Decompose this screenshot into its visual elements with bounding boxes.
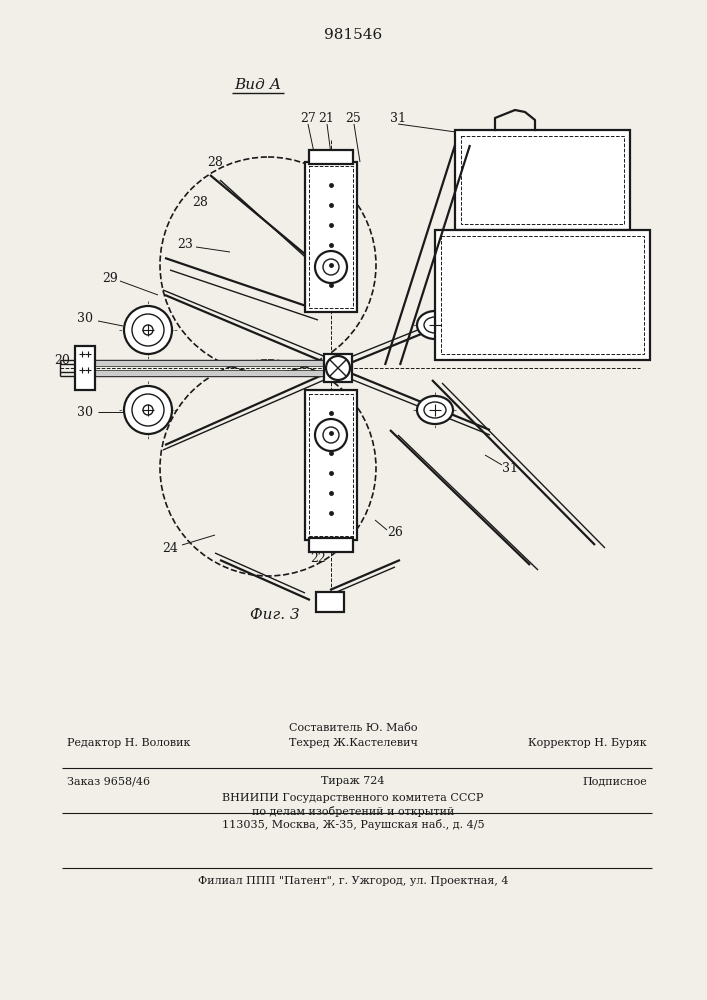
Ellipse shape (417, 311, 453, 339)
Bar (324, 354, 352, 382)
Bar (309, 150, 353, 164)
Text: Вид А: Вид А (235, 78, 281, 92)
Text: 31: 31 (390, 111, 406, 124)
Bar (309, 166, 353, 308)
Bar (90, 360, 330, 366)
Text: 981546: 981546 (324, 28, 382, 42)
Text: 113035, Москва, Ж-35, Раушская наб., д. 4/5: 113035, Москва, Ж-35, Раушская наб., д. … (222, 819, 484, 830)
Circle shape (132, 394, 164, 426)
Text: 27: 27 (300, 111, 316, 124)
Ellipse shape (424, 402, 446, 418)
Bar (316, 592, 344, 612)
Circle shape (124, 386, 172, 434)
Text: 23: 23 (177, 238, 193, 251)
Text: 28: 28 (207, 156, 223, 169)
Text: 29: 29 (102, 271, 118, 284)
Text: 28: 28 (192, 196, 208, 210)
Text: Тираж 724: Тираж 724 (321, 776, 385, 786)
Text: Составитель Ю. Мабо: Составитель Ю. Мабо (288, 723, 417, 733)
Text: Подписное: Подписное (583, 776, 647, 786)
Circle shape (315, 419, 347, 451)
Text: Фиг. 3: Фиг. 3 (250, 608, 300, 622)
Text: 20: 20 (54, 354, 70, 366)
Text: 25: 25 (345, 111, 361, 124)
Text: Заказ 9658/46: Заказ 9658/46 (67, 776, 150, 786)
Bar (309, 394, 353, 536)
Text: 30: 30 (77, 312, 93, 324)
Text: 22: 22 (310, 552, 326, 564)
Bar (305, 390, 357, 540)
Bar (435, 230, 650, 360)
Bar (305, 162, 357, 312)
Text: Корректор Н. Буряк: Корректор Н. Буряк (528, 738, 647, 748)
Text: 24: 24 (162, 542, 178, 554)
Text: Филиал ППП "Патент", г. Ужгород, ул. Проектная, 4: Филиал ППП "Патент", г. Ужгород, ул. Про… (198, 876, 508, 886)
Circle shape (132, 314, 164, 346)
Text: 26: 26 (387, 526, 403, 540)
Ellipse shape (424, 317, 446, 333)
Circle shape (143, 325, 153, 335)
Circle shape (315, 251, 347, 283)
Bar (461, 136, 624, 224)
Text: 21: 21 (318, 111, 334, 124)
Text: 31: 31 (502, 462, 518, 475)
Ellipse shape (417, 396, 453, 424)
Text: ВНИИПИ Государственного комитета СССР: ВНИИПИ Государственного комитета СССР (222, 793, 484, 803)
Text: Техред Ж.Кастелевич: Техред Ж.Кастелевич (288, 738, 417, 748)
Circle shape (326, 356, 350, 380)
Bar (309, 538, 353, 552)
Text: 30: 30 (77, 406, 93, 418)
Circle shape (124, 306, 172, 354)
Bar (441, 236, 644, 354)
Bar (75, 346, 95, 390)
Bar (455, 130, 630, 230)
Bar (90, 370, 330, 376)
Text: по делам изобретений и открытий: по делам изобретений и открытий (252, 806, 454, 817)
Text: Редактор Н. Воловик: Редактор Н. Воловик (67, 738, 190, 748)
Circle shape (143, 405, 153, 415)
